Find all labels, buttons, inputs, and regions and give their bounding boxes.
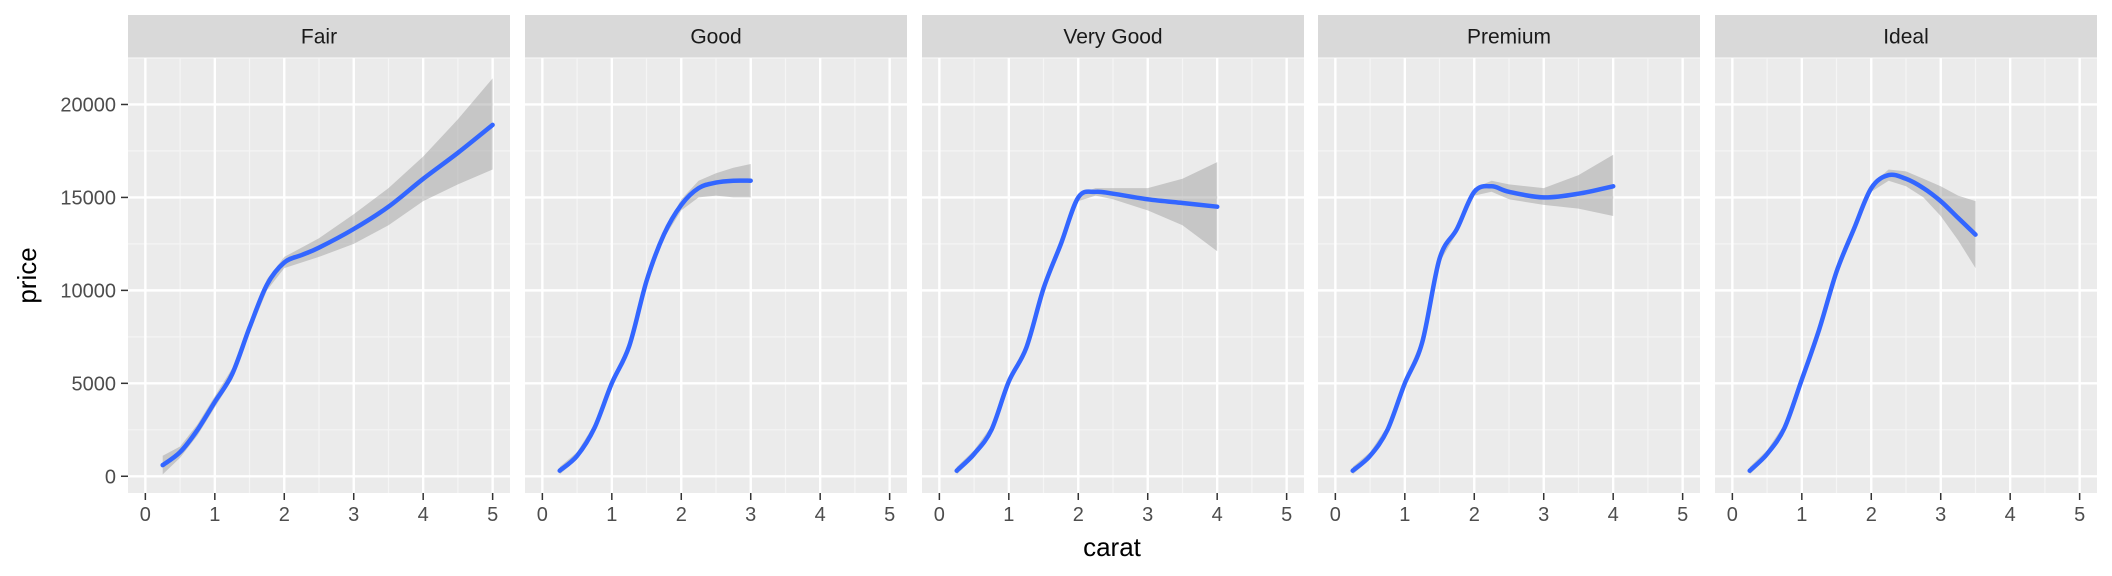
x-tick-label: 2 — [1469, 504, 1480, 526]
series-line-premium — [1350, 183, 1616, 473]
series-line-very-good — [954, 189, 1220, 473]
facet-strip — [1715, 15, 2097, 58]
facet-strip-label: Ideal — [1883, 26, 1929, 49]
facet-panel-good: Good 0 1 2 3 4 5 — [525, 15, 907, 526]
facet-panel-fair: Fair 0 1 2 3 4 5 — [128, 15, 510, 526]
x-tick-label: 2 — [1866, 504, 1877, 526]
x-tick-label: 0 — [1727, 504, 1738, 526]
facet-strip-label: Very Good — [1063, 26, 1162, 49]
y-axis-title: price — [12, 247, 42, 303]
x-tick-label: 4 — [2005, 504, 2016, 526]
facet-strip-label: Good — [690, 26, 741, 49]
x-tick-label: 1 — [1003, 504, 1014, 526]
y-tick-label: 20000 — [60, 94, 116, 116]
x-tick-label: 0 — [934, 504, 945, 526]
x-tick-label: 0 — [1330, 504, 1341, 526]
x-tick-label: 5 — [1281, 504, 1292, 526]
x-tick-label: 2 — [676, 504, 687, 526]
y-tick-label: 5000 — [72, 373, 117, 395]
facet-strip — [1318, 15, 1700, 58]
series-line-good — [557, 178, 753, 473]
x-tick-label: 5 — [1677, 504, 1688, 526]
y-tick-label: 0 — [105, 466, 116, 488]
x-tick-label: 3 — [1935, 504, 1946, 526]
facet-panel-ideal: Ideal 0 1 2 3 4 5 — [1715, 15, 2097, 526]
series-line-ideal — [1747, 172, 1978, 473]
x-tick-label: 1 — [1399, 504, 1410, 526]
y-tick-label: 15000 — [60, 187, 116, 209]
x-tick-label: 4 — [418, 504, 429, 526]
x-axis-title: carat — [1083, 532, 1142, 562]
x-tick-label: 1 — [606, 504, 617, 526]
x-tick-label: 4 — [1212, 504, 1223, 526]
x-tick-label: 4 — [1608, 504, 1619, 526]
facet-strip — [922, 15, 1304, 58]
x-tick-label: 3 — [745, 504, 756, 526]
facet-panel-very-good: Very Good 0 1 2 3 4 5 — [922, 15, 1304, 526]
x-tick-label: 4 — [815, 504, 826, 526]
x-tick-label: 2 — [279, 504, 290, 526]
facet-strip-label: Premium — [1467, 26, 1551, 49]
facet-strip-label: Fair — [301, 26, 337, 49]
series-line-fair — [160, 122, 495, 468]
x-tick-label: 3 — [1538, 504, 1549, 526]
x-tick-label: 1 — [209, 504, 220, 526]
confidence-ribbon — [162, 78, 493, 475]
y-tick-label: 10000 — [60, 280, 116, 302]
x-tick-label: 0 — [140, 504, 151, 526]
facet-strip — [525, 15, 907, 58]
facet-panel-premium: Premium 0 1 2 3 4 5 — [1318, 15, 1700, 526]
x-tick-label: 5 — [2074, 504, 2085, 526]
x-tick-label: 3 — [348, 504, 359, 526]
x-tick-label: 5 — [884, 504, 895, 526]
x-tick-label: 3 — [1142, 504, 1153, 526]
x-tick-label: 5 — [487, 504, 498, 526]
x-tick-label: 2 — [1073, 504, 1084, 526]
facet-strip — [128, 15, 510, 58]
x-tick-label: 0 — [537, 504, 548, 526]
x-tick-label: 1 — [1796, 504, 1807, 526]
y-axis: 0 5000 10000 15000 20000 — [60, 94, 128, 488]
